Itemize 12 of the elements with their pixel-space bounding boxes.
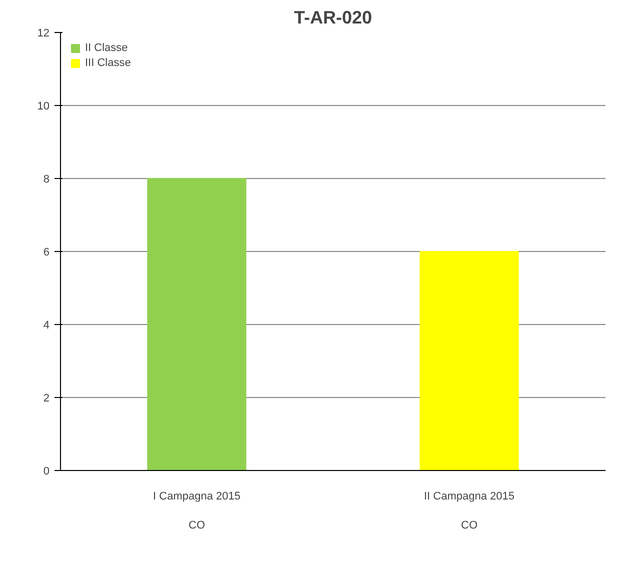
chart-title: T-AR-020 [294,8,372,28]
y-tick-label: 10 [37,100,50,112]
category-label: I Campagna 2015 CO [153,490,240,532]
legend-label: III Classe [85,57,131,69]
y-tick-label: 12 [37,28,50,40]
y-tick-label: 8 [43,174,50,186]
y-tick-label: 6 [43,246,50,258]
y-tick-label: 2 [43,392,50,404]
y-tick-label: 4 [43,320,50,332]
category-label: II Campagna 2015 CO [424,490,515,532]
y-tick-label: 0 [43,466,50,478]
legend-label: II Classe [85,42,128,54]
